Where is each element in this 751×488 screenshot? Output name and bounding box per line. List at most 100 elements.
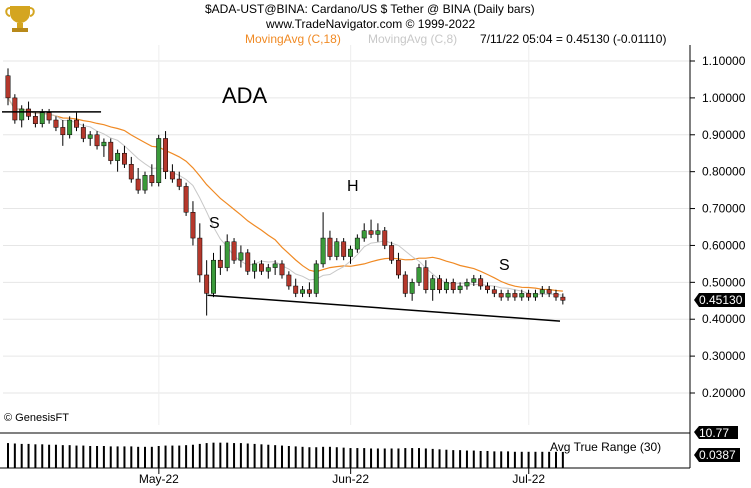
candle-body: [19, 108, 25, 121]
candle: [498, 289, 504, 301]
candlestick-series: [5, 68, 566, 316]
ma8-line: [7, 97, 563, 296]
candle-body: [382, 230, 388, 246]
candle: [156, 134, 162, 187]
candle: [142, 171, 148, 194]
candle-body: [190, 211, 196, 239]
atr-top-value-marker: 10.77: [694, 426, 738, 440]
candle: [197, 223, 203, 283]
candle-body: [471, 278, 477, 283]
candle-body: [354, 237, 360, 250]
candle-body: [46, 112, 52, 121]
candle: [313, 260, 319, 298]
credit-text: © GenesisFT: [4, 412, 69, 424]
candle: [443, 278, 449, 294]
trendline-layer: [2, 111, 561, 322]
candle-body: [74, 119, 79, 128]
candle: [526, 289, 532, 301]
candle: [108, 138, 114, 165]
copyright-text: www.TradeNavigator.com © 1999-2022: [266, 17, 476, 31]
candle: [231, 238, 237, 264]
candle: [457, 282, 463, 294]
ticker-annotation: ADA: [222, 83, 268, 108]
candle: [149, 164, 155, 187]
candle-body: [87, 134, 93, 139]
candle: [211, 252, 216, 298]
candle-body: [122, 152, 127, 165]
candle: [272, 260, 278, 275]
candle: [176, 171, 182, 191]
candle: [560, 293, 566, 305]
candle-body: [115, 152, 121, 161]
candle-body: [464, 282, 470, 287]
trophy-icon: [5, 6, 35, 32]
candle: [505, 289, 511, 301]
candle-body: [300, 289, 306, 294]
candle: [519, 289, 525, 301]
price-tick-label: 0.90000: [702, 128, 746, 142]
candle: [437, 274, 443, 294]
candle: [259, 260, 264, 275]
candle-body: [512, 293, 518, 298]
ma18-legend: MovingAvg (C,18): [245, 32, 341, 46]
candle: [265, 263, 271, 279]
date-tick-label: Jul-22: [512, 472, 545, 486]
candle-body: [491, 289, 497, 294]
candle: [416, 263, 422, 287]
price-tick-label: 1.00000: [702, 91, 746, 105]
candle: [286, 271, 292, 290]
candle-body: [334, 241, 340, 257]
candle: [553, 289, 559, 301]
candle: [183, 182, 189, 216]
candle-body: [149, 175, 155, 183]
candle-body: [101, 141, 107, 147]
atr-label: Avg True Range (30): [550, 440, 661, 454]
candle-body: [204, 274, 210, 294]
candle-body: [5, 75, 11, 99]
candle: [238, 245, 244, 268]
candle-body: [430, 278, 436, 290]
candle: [74, 112, 79, 132]
candle: [115, 149, 121, 172]
grid-lines: [3, 45, 690, 425]
candle: [334, 238, 340, 261]
candle-body: [519, 293, 525, 298]
price-tick-label: 1.10000: [702, 54, 746, 68]
candle: [478, 274, 484, 290]
candle: [396, 252, 401, 279]
candle: [409, 278, 415, 301]
ma18-line: [7, 97, 563, 292]
candle-body: [169, 171, 175, 180]
date-axis: May-22 Jun-22 Jul-22: [0, 467, 690, 486]
price-tick-label: 0.70000: [702, 202, 746, 216]
candle: [485, 282, 490, 294]
candle-body: [259, 263, 264, 272]
candle: [12, 94, 18, 124]
candle-body: [286, 274, 292, 287]
candle: [94, 131, 100, 150]
candle: [320, 212, 326, 268]
last-price-label: 0.45130: [699, 293, 743, 307]
atr-last-value-marker: 0.0387: [694, 448, 740, 462]
candle: [389, 241, 395, 264]
candle: [67, 116, 73, 139]
candle-body: [485, 285, 490, 290]
candle-body: [396, 259, 401, 276]
candle: [32, 112, 38, 128]
date-tick-label: May-22: [139, 472, 179, 486]
candle: [464, 278, 470, 290]
candle-body: [560, 296, 566, 301]
candle: [546, 286, 552, 298]
candle: [368, 219, 374, 239]
candle-body: [272, 263, 278, 268]
candle-body: [252, 263, 258, 272]
candle-body: [313, 263, 319, 294]
price-axis: 1.10000 1.00000 0.90000 0.80000 0.70000 0.600…: [689, 45, 746, 425]
quote-readout: 7/11/22 05:04 = 0.45130 (-0.01110): [480, 32, 667, 46]
candle-body: [368, 230, 374, 235]
candle-body: [320, 237, 326, 265]
candle-body: [341, 241, 347, 257]
left-shoulder-annotation: S: [209, 215, 220, 232]
candle: [122, 145, 127, 168]
